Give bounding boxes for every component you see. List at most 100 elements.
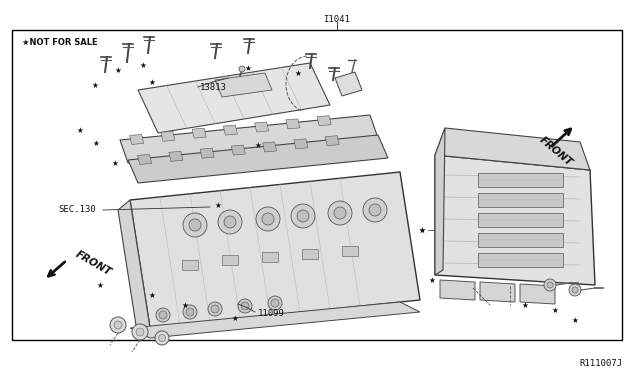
Circle shape: [369, 204, 381, 216]
Circle shape: [297, 210, 309, 222]
Bar: [478, 173, 563, 187]
Polygon shape: [200, 148, 214, 158]
Polygon shape: [262, 142, 276, 152]
Circle shape: [569, 284, 581, 296]
Bar: [12, 30, 622, 340]
Bar: [222, 255, 238, 265]
Polygon shape: [223, 125, 237, 135]
Circle shape: [156, 308, 170, 322]
Circle shape: [328, 201, 352, 225]
Circle shape: [241, 302, 249, 310]
Bar: [478, 233, 563, 247]
Circle shape: [547, 282, 553, 288]
Text: ★: ★: [419, 225, 426, 234]
Text: ★: ★: [111, 158, 118, 167]
Circle shape: [155, 331, 169, 345]
Text: I1041: I1041: [324, 16, 351, 25]
Polygon shape: [128, 135, 388, 183]
Text: ★: ★: [92, 80, 99, 90]
Bar: [478, 213, 563, 227]
Text: FRONT: FRONT: [537, 134, 574, 168]
Circle shape: [114, 321, 122, 329]
Text: ★: ★: [232, 314, 239, 323]
Polygon shape: [335, 72, 362, 96]
Circle shape: [183, 305, 197, 319]
Polygon shape: [286, 119, 300, 129]
Bar: [302, 249, 318, 259]
Text: ★: ★: [552, 305, 559, 314]
Text: ★: ★: [244, 64, 252, 73]
Text: SEC.130: SEC.130: [58, 205, 95, 215]
Circle shape: [186, 308, 194, 316]
Circle shape: [268, 296, 282, 310]
Text: ★: ★: [419, 225, 426, 234]
Polygon shape: [232, 145, 245, 155]
Polygon shape: [192, 128, 206, 138]
Bar: [478, 253, 563, 267]
Text: 13813: 13813: [200, 83, 227, 92]
Circle shape: [239, 66, 245, 72]
Text: ★: ★: [294, 68, 301, 77]
Circle shape: [159, 311, 167, 319]
Polygon shape: [520, 284, 555, 304]
Circle shape: [189, 219, 201, 231]
Polygon shape: [255, 122, 269, 132]
Bar: [342, 246, 358, 256]
Polygon shape: [215, 73, 272, 97]
Circle shape: [334, 207, 346, 219]
Polygon shape: [294, 139, 308, 149]
Circle shape: [262, 213, 274, 225]
Circle shape: [211, 305, 219, 313]
Polygon shape: [118, 200, 150, 338]
Circle shape: [363, 198, 387, 222]
Circle shape: [256, 207, 280, 231]
Circle shape: [110, 317, 126, 333]
Text: ★: ★: [97, 280, 104, 289]
Polygon shape: [161, 131, 175, 141]
Polygon shape: [130, 172, 420, 328]
Circle shape: [271, 299, 279, 307]
Circle shape: [544, 279, 556, 291]
Circle shape: [159, 334, 166, 341]
Text: ★: ★: [77, 125, 83, 135]
Polygon shape: [440, 280, 475, 300]
Polygon shape: [435, 128, 445, 275]
Circle shape: [136, 328, 144, 336]
Text: ★: ★: [182, 301, 188, 310]
Text: ★: ★: [214, 201, 221, 209]
Polygon shape: [138, 154, 152, 164]
Text: ★: ★: [148, 77, 156, 87]
Polygon shape: [138, 63, 330, 133]
Text: 11099: 11099: [258, 310, 285, 318]
Circle shape: [572, 287, 578, 293]
Bar: [182, 260, 198, 270]
Polygon shape: [317, 116, 331, 126]
Text: ★: ★: [255, 141, 261, 150]
Circle shape: [238, 299, 252, 313]
Circle shape: [132, 324, 148, 340]
Polygon shape: [435, 128, 590, 170]
Text: ★: ★: [140, 61, 147, 70]
Circle shape: [183, 213, 207, 237]
Bar: [262, 252, 278, 262]
Text: ★: ★: [429, 276, 435, 285]
Text: ★: ★: [115, 65, 122, 74]
Text: ★: ★: [93, 138, 99, 148]
Polygon shape: [120, 115, 378, 163]
Circle shape: [218, 210, 242, 234]
Polygon shape: [169, 151, 183, 161]
Polygon shape: [130, 134, 143, 144]
Text: ★: ★: [572, 315, 579, 324]
Text: ★: ★: [522, 301, 529, 310]
Text: FRONT: FRONT: [74, 249, 113, 277]
Bar: [478, 193, 563, 207]
Polygon shape: [435, 155, 595, 285]
Circle shape: [224, 216, 236, 228]
Text: R111007J: R111007J: [579, 359, 622, 368]
Polygon shape: [130, 302, 420, 338]
Circle shape: [208, 302, 222, 316]
Text: ★NOT FOR SALE: ★NOT FOR SALE: [22, 38, 98, 46]
Polygon shape: [480, 282, 515, 302]
Text: ★: ★: [148, 291, 156, 299]
Polygon shape: [325, 136, 339, 146]
